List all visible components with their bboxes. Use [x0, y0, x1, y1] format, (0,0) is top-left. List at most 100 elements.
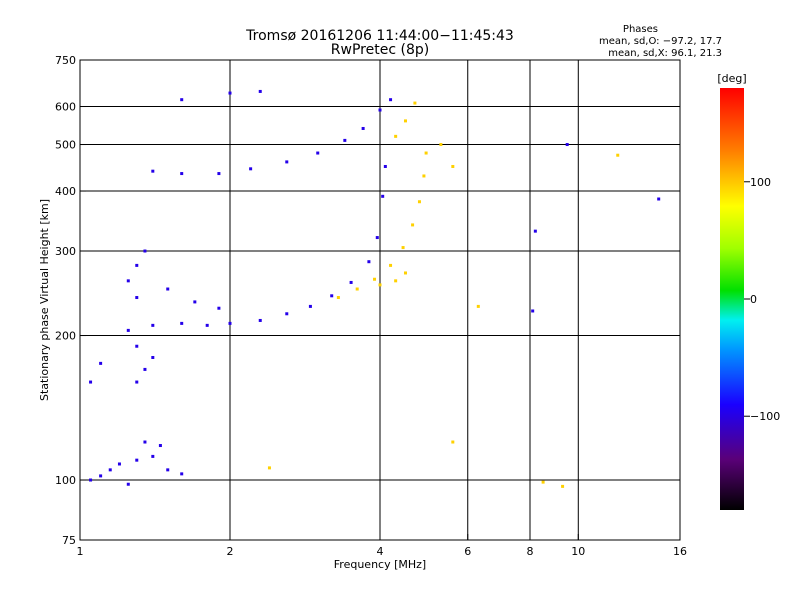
data-point-x [267, 466, 271, 470]
x-tick-label: 4 [377, 545, 384, 558]
data-point-o [349, 280, 353, 284]
data-point-o [228, 91, 232, 95]
data-point-o [180, 472, 184, 476]
data-point-x [413, 101, 417, 105]
data-point-x [394, 279, 398, 283]
data-point-o [205, 323, 209, 327]
data-point-o [657, 197, 661, 201]
y-tick-label: 500 [55, 139, 76, 152]
data-point-x [336, 296, 340, 300]
y-axis-label: Stationary phase Virtual Height [km] [38, 199, 51, 401]
x-tick-label: 2 [227, 545, 234, 558]
y-tick-label: 400 [55, 185, 76, 198]
data-point-o [383, 164, 387, 168]
data-point-o [135, 380, 139, 384]
data-point-x [378, 283, 382, 287]
data-point-o [166, 287, 170, 291]
data-point-o [135, 344, 139, 348]
data-point-o [228, 321, 232, 325]
data-point-o [378, 108, 382, 112]
data-point-o [135, 296, 139, 300]
data-point-o [151, 323, 155, 327]
data-point-o [180, 98, 184, 102]
data-point-x [541, 480, 545, 484]
data-point-o [249, 167, 253, 171]
data-point-o [143, 440, 147, 444]
x-ticks: 1 2 4 6 8 10 16 [77, 534, 687, 558]
y-tick-label: 200 [55, 330, 76, 343]
data-point-x [451, 164, 455, 168]
data-points [89, 89, 661, 488]
data-point-o [285, 312, 289, 316]
data-point-o [193, 300, 197, 304]
chart-subtitle: RwPretec (8p) [331, 42, 429, 58]
data-point-x [389, 263, 393, 267]
data-point-o [381, 194, 385, 198]
data-point-o [143, 249, 147, 253]
data-point-o [143, 367, 147, 371]
data-point-x [476, 304, 480, 308]
data-point-o [565, 143, 569, 147]
data-point-o [258, 89, 262, 93]
chart-title: Tromsø 20161206 11:44:00−11:45:43 [245, 28, 514, 44]
y-tick-label: 100 [55, 474, 76, 487]
x-tick-label: 8 [527, 545, 534, 558]
phases-mean-o: mean, sd,O: −97.2, 17.7 [599, 36, 722, 47]
y-tick-label: 300 [55, 245, 76, 258]
phases-mean-x: mean, sd,X: 96.1, 21.3 [608, 48, 722, 59]
colorbar-ticks: −100 0 100 [744, 176, 780, 423]
y-tick-label: 600 [55, 101, 76, 114]
data-point-o [99, 474, 103, 478]
data-point-x [616, 153, 620, 157]
data-point-o [151, 355, 155, 359]
data-point-o [361, 126, 365, 130]
data-point-o [126, 482, 130, 486]
data-point-o [108, 468, 112, 472]
colorbar-label: [deg] [717, 72, 746, 85]
data-point-o [126, 279, 130, 283]
data-point-x [439, 143, 443, 147]
y-ticks: 75 100 200 300 400 500 600 750 [55, 54, 86, 547]
data-point-o [117, 462, 121, 466]
data-point-x [394, 134, 398, 138]
data-point-o [375, 236, 379, 240]
colorbar-tick-label: 100 [750, 176, 771, 189]
data-point-o [135, 458, 139, 462]
x-tick-label: 16 [673, 545, 687, 558]
data-point-x [373, 277, 377, 281]
data-point-o [531, 309, 535, 313]
data-point-o [151, 169, 155, 173]
gridlines [80, 60, 680, 540]
data-point-o [316, 151, 320, 155]
y-tick-label: 75 [62, 534, 76, 547]
data-point-x [417, 200, 421, 204]
data-point-o [151, 454, 155, 458]
data-point-x [355, 287, 359, 291]
data-point-x [403, 119, 407, 123]
data-point-o [158, 444, 162, 448]
phases-header: Phases [623, 24, 658, 35]
data-point-o [166, 468, 170, 472]
colorbar [720, 88, 744, 510]
data-point-o [258, 318, 262, 322]
data-point-o [180, 321, 184, 325]
data-point-o [217, 306, 221, 310]
data-point-o [135, 263, 139, 267]
data-point-x [411, 223, 415, 227]
x-tick-label: 6 [464, 545, 471, 558]
colorbar-tick-label: 0 [750, 293, 757, 306]
data-point-o [217, 172, 221, 176]
data-point-o [308, 304, 312, 308]
colorbar-tick-label: −100 [750, 410, 780, 423]
data-point-o [285, 160, 289, 164]
y-tick-label: 750 [55, 54, 76, 67]
data-point-o [89, 380, 93, 384]
data-point-o [367, 260, 371, 264]
data-point-x [451, 440, 455, 444]
data-point-x [401, 246, 405, 250]
x-axis-label: Frequency [MHz] [334, 558, 426, 571]
data-point-o [343, 138, 347, 142]
data-point-o [533, 229, 537, 233]
data-point-x [422, 174, 426, 178]
